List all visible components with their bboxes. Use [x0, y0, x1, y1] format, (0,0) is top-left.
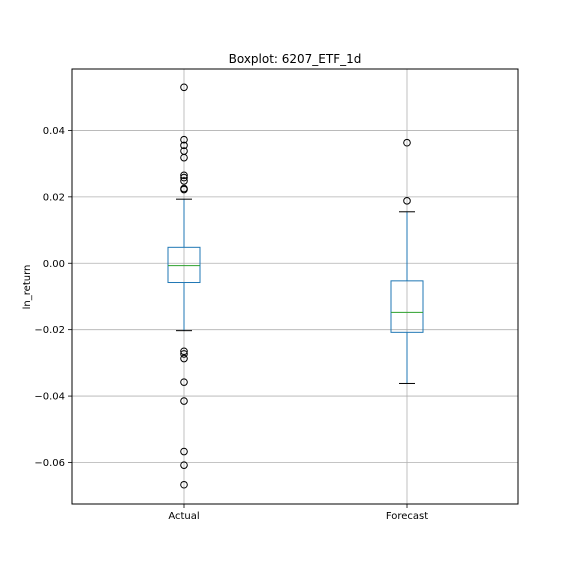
box-actual: [167, 83, 201, 489]
outlier-point: [180, 350, 188, 358]
outlier-point: [180, 347, 188, 356]
grid-lines: [72, 69, 518, 504]
y-tick-label: −0.02: [34, 325, 65, 336]
y-axis-label: ln_return: [22, 265, 33, 310]
y-tick-label: 0.00: [43, 259, 65, 270]
plot-area: [167, 83, 424, 489]
outlier-point: [180, 153, 188, 162]
outlier-point: [180, 354, 188, 363]
outlier-point: [180, 378, 188, 386]
outlier-point: [180, 397, 188, 405]
outlier-point: [180, 141, 188, 150]
iqr-box: [167, 246, 201, 284]
axes-frame: [71, 68, 519, 505]
outlier-point: [180, 461, 188, 469]
outlier-point: [180, 185, 188, 194]
axis-ticks: −0.06 −0.04 −0.02 0.00 0.02 0.04 Actual Forecas…: [34, 126, 428, 522]
outlier-point: [180, 447, 188, 456]
outlier-point: [180, 171, 188, 180]
x-tick-label: Forecast: [386, 511, 428, 522]
outlier-point: [180, 177, 188, 185]
outlier-point: [180, 173, 188, 182]
chart-title: Boxplot: 6207_ETF_1d: [229, 52, 362, 66]
x-tick-label: Actual: [168, 511, 199, 522]
y-tick-label: 0.02: [43, 192, 65, 203]
outlier-point: [180, 480, 188, 489]
outlier-point: [180, 83, 188, 92]
box-forecast: [390, 138, 424, 384]
outlier-point: [180, 135, 188, 144]
iqr-box: [390, 280, 424, 333]
y-tick-label: −0.04: [34, 392, 65, 403]
outlier-point: [403, 197, 411, 205]
y-tick-label: −0.06: [34, 458, 65, 469]
outlier-point: [403, 138, 411, 147]
y-tick-label: 0.04: [43, 126, 65, 137]
